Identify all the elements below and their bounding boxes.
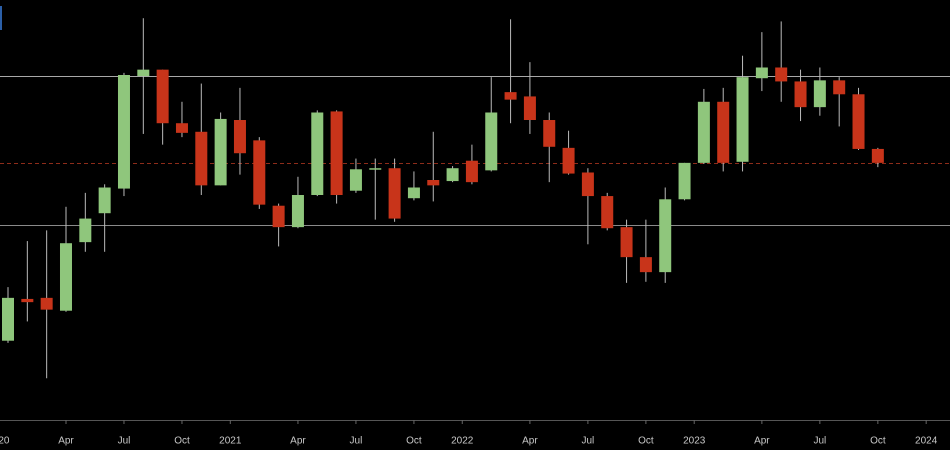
- candle-body: [871, 148, 884, 163]
- candle-body: [291, 195, 304, 228]
- candle-body: [717, 101, 730, 163]
- candle-body: [755, 67, 768, 79]
- x-tick-label: 2023: [683, 436, 706, 447]
- candle-body: [330, 111, 343, 195]
- candle-body: [195, 131, 208, 186]
- x-tick-label: 2021: [219, 436, 242, 447]
- candle-body: [388, 168, 401, 219]
- candle-body: [272, 205, 285, 228]
- x-tick-label: Apr: [754, 436, 770, 447]
- x-tick-label: Oct: [870, 436, 886, 447]
- candle-body: [678, 162, 691, 200]
- candle-body: [639, 257, 652, 273]
- candle-body: [813, 80, 826, 108]
- candle-body: [504, 92, 517, 100]
- candle-body: [833, 80, 846, 95]
- x-tick-label: Oct: [406, 436, 422, 447]
- candle-body: [98, 187, 111, 214]
- x-tick-label: 2022: [451, 436, 474, 447]
- candle-body: [543, 120, 556, 147]
- candle-body: [369, 168, 382, 170]
- candle-body: [736, 77, 749, 162]
- x-tick-label: Jul: [813, 436, 826, 447]
- candle-body: [156, 69, 169, 124]
- candle-body: [233, 120, 246, 154]
- x-tick-label: Jul: [350, 436, 363, 447]
- candle-body: [214, 118, 227, 186]
- candle-body: [59, 243, 72, 311]
- x-tick-label: Apr: [522, 436, 538, 447]
- candle-body: [407, 187, 420, 199]
- candle-body: [117, 75, 130, 189]
- candle-body: [581, 172, 594, 197]
- x-tick-label: 2024: [915, 436, 938, 447]
- candle-body: [775, 67, 788, 82]
- candle-body: [485, 112, 498, 171]
- x-tick-label: Oct: [174, 436, 190, 447]
- x-tick-label: Oct: [638, 436, 654, 447]
- x-tick-label: Apr: [58, 436, 74, 447]
- candle-body: [137, 69, 150, 77]
- candle-body: [253, 140, 266, 205]
- candle-body: [697, 101, 710, 163]
- x-tick-label: 2020: [0, 436, 10, 447]
- candle-body: [311, 112, 324, 195]
- candle-body: [175, 123, 188, 133]
- candle-body: [465, 160, 478, 183]
- candle-body: [21, 298, 34, 303]
- candle-body: [659, 199, 672, 273]
- candle-body: [349, 169, 362, 191]
- candle-body: [620, 227, 633, 258]
- candle-body: [2, 297, 14, 341]
- candle-body: [523, 96, 536, 120]
- candle-body: [562, 147, 575, 174]
- candle-body: [40, 297, 53, 310]
- x-tick-label: Apr: [290, 436, 306, 447]
- candle-body: [601, 196, 614, 229]
- x-tick-label: Jul: [582, 436, 595, 447]
- candle-body: [446, 168, 459, 182]
- candle-body: [794, 81, 807, 108]
- corner-marker: [0, 6, 2, 30]
- x-tick-label: Jul: [118, 436, 131, 447]
- candle-body: [79, 218, 92, 243]
- candle-body: [852, 94, 865, 149]
- candle-body: [427, 180, 440, 186]
